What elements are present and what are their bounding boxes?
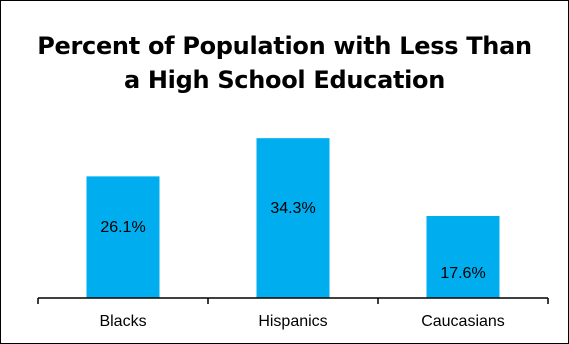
bar-blacks — [86, 176, 160, 298]
chart-title: Percent of Population with Less Than a H… — [1, 29, 568, 97]
category-labels-group: Blacks Hispanics Caucasians — [99, 313, 504, 330]
x-axis-ticks — [37, 298, 549, 304]
chart-title-line-1: Percent of Population with Less Than — [37, 32, 532, 60]
value-labels-group: 26.1% 34.3% 17.6% — [100, 200, 485, 282]
category-label-hispanics: Hispanics — [258, 313, 327, 330]
value-label-blacks: 26.1% — [100, 219, 145, 236]
value-label-caucasians: 17.6% — [440, 265, 485, 282]
value-label-hispanics: 34.3% — [270, 200, 315, 217]
bar-hispanics — [256, 138, 330, 298]
category-label-caucasians: Caucasians — [421, 313, 505, 330]
bar-caucasians — [426, 215, 500, 298]
bars-group — [86, 138, 500, 298]
chart-title-line-2: a High School Education — [123, 66, 446, 94]
category-label-blacks: Blacks — [99, 313, 146, 330]
